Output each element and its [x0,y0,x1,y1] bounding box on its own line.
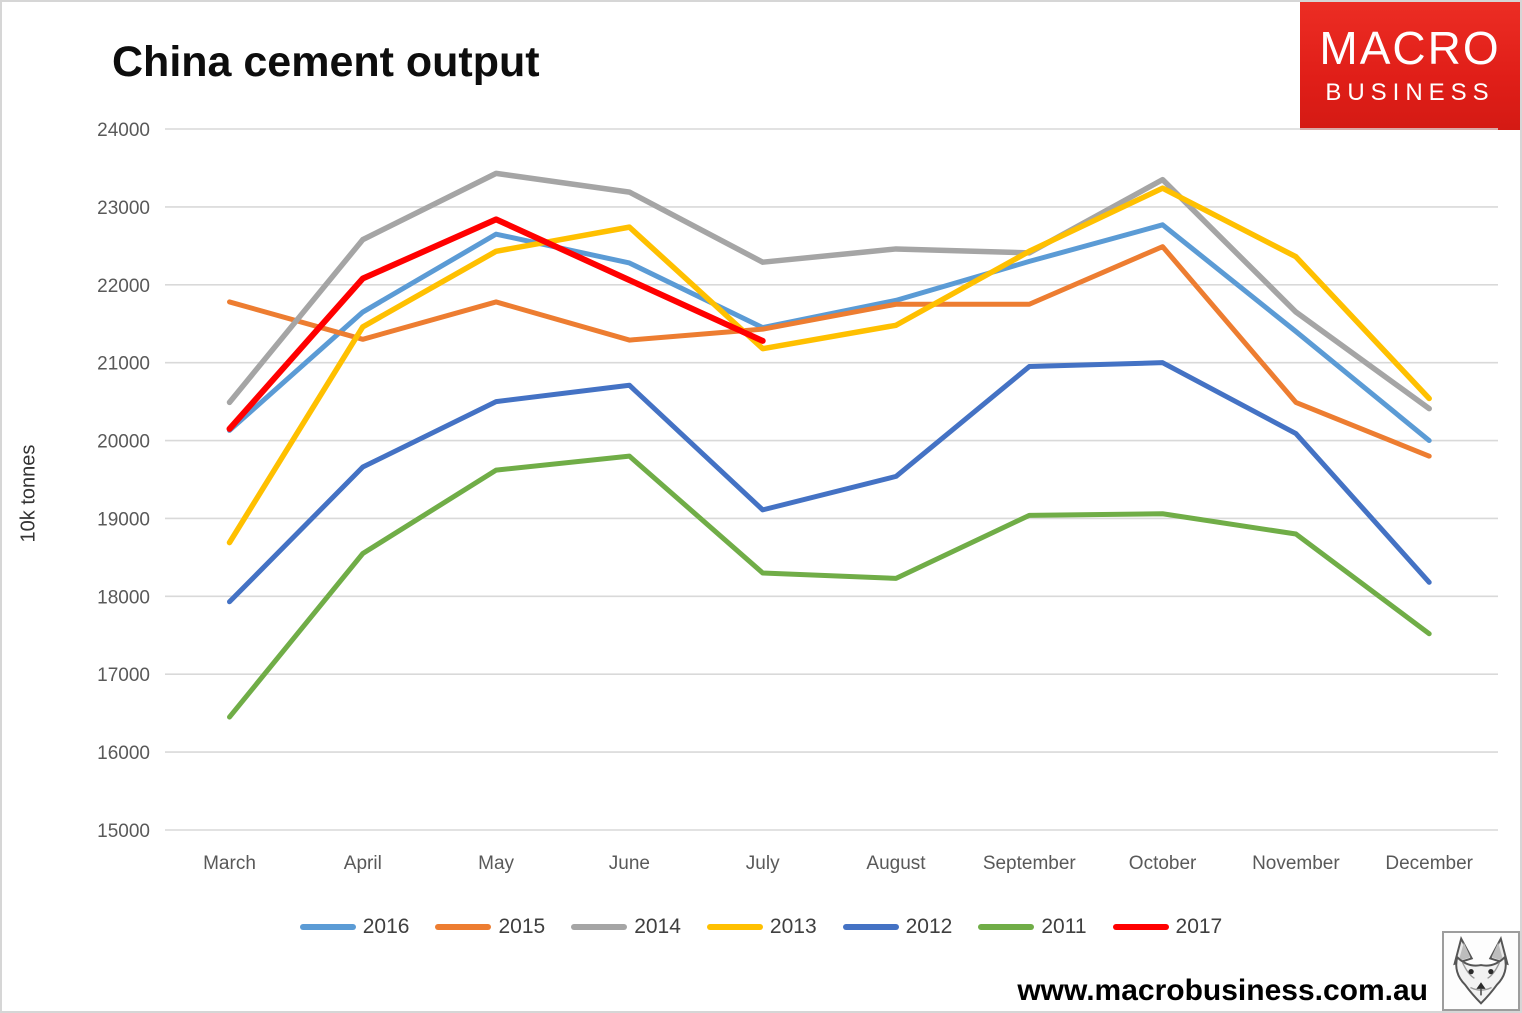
x-tick-label: November [1252,853,1340,874]
y-tick-label: 16000 [97,743,150,764]
x-tick-label: August [866,853,926,874]
series-line-2015 [227,244,1432,459]
logo-line1: MACRO [1319,22,1501,74]
x-tick-label: July [746,853,780,874]
legend-swatch-2013 [706,924,763,930]
x-tick-label: October [1129,853,1197,874]
chart-title: China cement output [112,38,540,86]
y-tick-label: 19000 [97,509,150,530]
y-tick-label: 18000 [97,587,150,608]
x-tick-label: September [983,853,1077,874]
series-line-2016 [227,222,1432,444]
legend-item-2011: 2011 [978,915,1087,939]
legend-item-2015: 2015 [435,915,545,939]
series-line-2011 [227,453,1432,720]
legend-item-2013: 2013 [706,915,817,939]
legend-label: 2016 [362,915,410,938]
legend-swatch-2012 [842,924,899,930]
y-tick-label: 15000 [97,821,150,842]
website-watermark: www.macrobusiness.com.au [1017,974,1428,1007]
series-line-2014 [226,170,1432,412]
legend-swatch-2017 [1112,924,1169,930]
x-tick-label: December [1385,853,1473,874]
macrobusiness-logo: MACRO BUSINESS [1300,2,1520,130]
legend-item-2012: 2012 [842,915,953,939]
legend-swatch-2015 [435,924,492,930]
x-tick-label: June [609,853,650,874]
y-tick-label: 23000 [97,198,150,219]
legend-label: 2013 [769,915,817,938]
wolf-logo-box [1442,931,1520,1011]
legend-item-2016: 2016 [299,915,410,939]
series-line-2012 [227,360,1432,605]
logo-line2: BUSINESS [1325,79,1495,106]
legend-label: 2011 [1041,915,1087,938]
legend-label: 2012 [905,915,953,938]
x-tick-label: May [478,853,514,874]
x-tick-label: April [344,853,382,874]
y-tick-label: 24000 [97,120,150,141]
legend-swatch-2011 [978,924,1035,930]
legend-label: 2014 [634,915,681,938]
series-line-2017 [226,216,766,432]
y-tick-label: 17000 [97,665,150,686]
legend-label: 2017 [1175,915,1223,938]
x-tick-label: March [203,853,256,874]
legend-item-2014: 2014 [571,915,681,939]
legend-item-2017: 2017 [1112,915,1223,939]
y-tick-label: 21000 [97,354,150,375]
legend-label: 2015 [498,915,546,938]
chart-legend: 2016 2015 2014 2013 2012 2011 2017 [2,915,1520,939]
y-tick-label: 22000 [97,276,150,297]
y-tick-label: 20000 [97,432,150,453]
series-line-2013 [226,185,1432,546]
legend-swatch-2016 [299,924,356,930]
legend-swatch-2014 [571,924,628,930]
wolf-icon [1453,936,1509,1005]
